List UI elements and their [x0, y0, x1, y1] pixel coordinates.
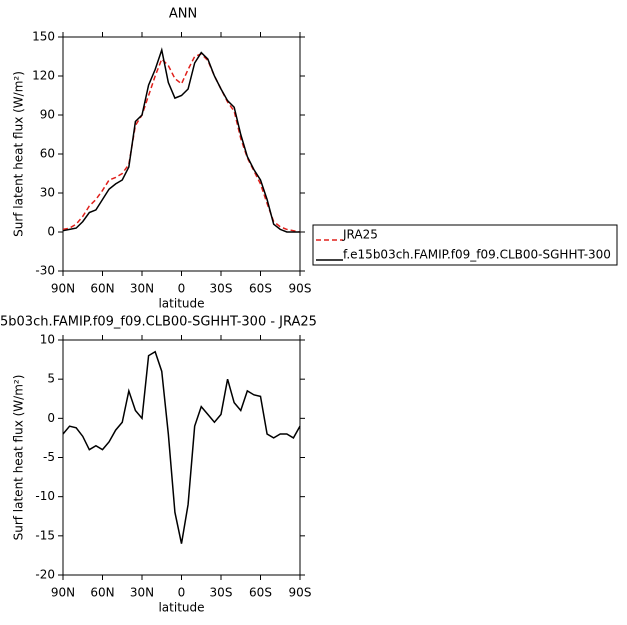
y-tick-label: -20	[35, 568, 55, 582]
x-tick-label: 0	[178, 586, 186, 600]
y-tick-label: -10	[35, 489, 55, 503]
y-axis-label: Surf latent heat flux (W/m²)	[12, 375, 26, 541]
y-tick-label: 120	[32, 69, 55, 83]
y-tick-label: -5	[43, 450, 55, 464]
y-tick-label: -15	[35, 528, 55, 542]
x-tick-label: 0	[178, 282, 186, 296]
legend-box	[312, 224, 618, 266]
y-tick-label: 60	[40, 147, 55, 161]
x-tick-label: 90S	[289, 282, 312, 296]
y-tick-label: 90	[40, 108, 55, 122]
y-tick-label: 0	[47, 225, 55, 239]
x-tick-label: 30N	[130, 282, 154, 296]
y-tick-label: 10	[40, 333, 55, 347]
x-tick-label: 60S	[249, 586, 272, 600]
chart-title: 5b03ch.FAMIP.f09_f09.CLB00-SGHHT-300 - J…	[0, 315, 317, 330]
series-line	[62, 47, 300, 233]
plot-frame	[62, 339, 301, 576]
x-tick-label: 60N	[90, 282, 114, 296]
series-line	[62, 53, 301, 233]
x-tick-label: 60S	[249, 282, 272, 296]
x-tick-label: 90S	[289, 586, 312, 600]
y-tick-label: 0	[47, 411, 55, 425]
x-tick-label: 90N	[51, 586, 75, 600]
y-axis-label: Surf latent heat flux (W/m²)	[12, 71, 26, 237]
legend-label: JRA25	[342, 228, 378, 242]
y-tick-label: 150	[32, 30, 55, 44]
chart-title: ANN	[169, 7, 197, 22]
series-line	[62, 350, 301, 544]
x-tick-label: 90N	[51, 282, 75, 296]
x-tick-label: 30N	[130, 586, 154, 600]
x-tick-label: 30S	[210, 586, 233, 600]
x-axis-label: latitude	[158, 601, 204, 615]
x-tick-label: 30S	[210, 282, 233, 296]
y-tick-label: 30	[40, 186, 55, 200]
plot-frame	[62, 36, 301, 272]
x-tick-label: 60N	[90, 586, 114, 600]
y-tick-label: -30	[35, 264, 55, 278]
legend-label: f.e15b03ch.FAMIP.f09_f09.CLB00-SGHHT-300	[343, 248, 611, 262]
x-axis-label: latitude	[158, 297, 204, 311]
y-tick-label: 5	[47, 372, 55, 386]
